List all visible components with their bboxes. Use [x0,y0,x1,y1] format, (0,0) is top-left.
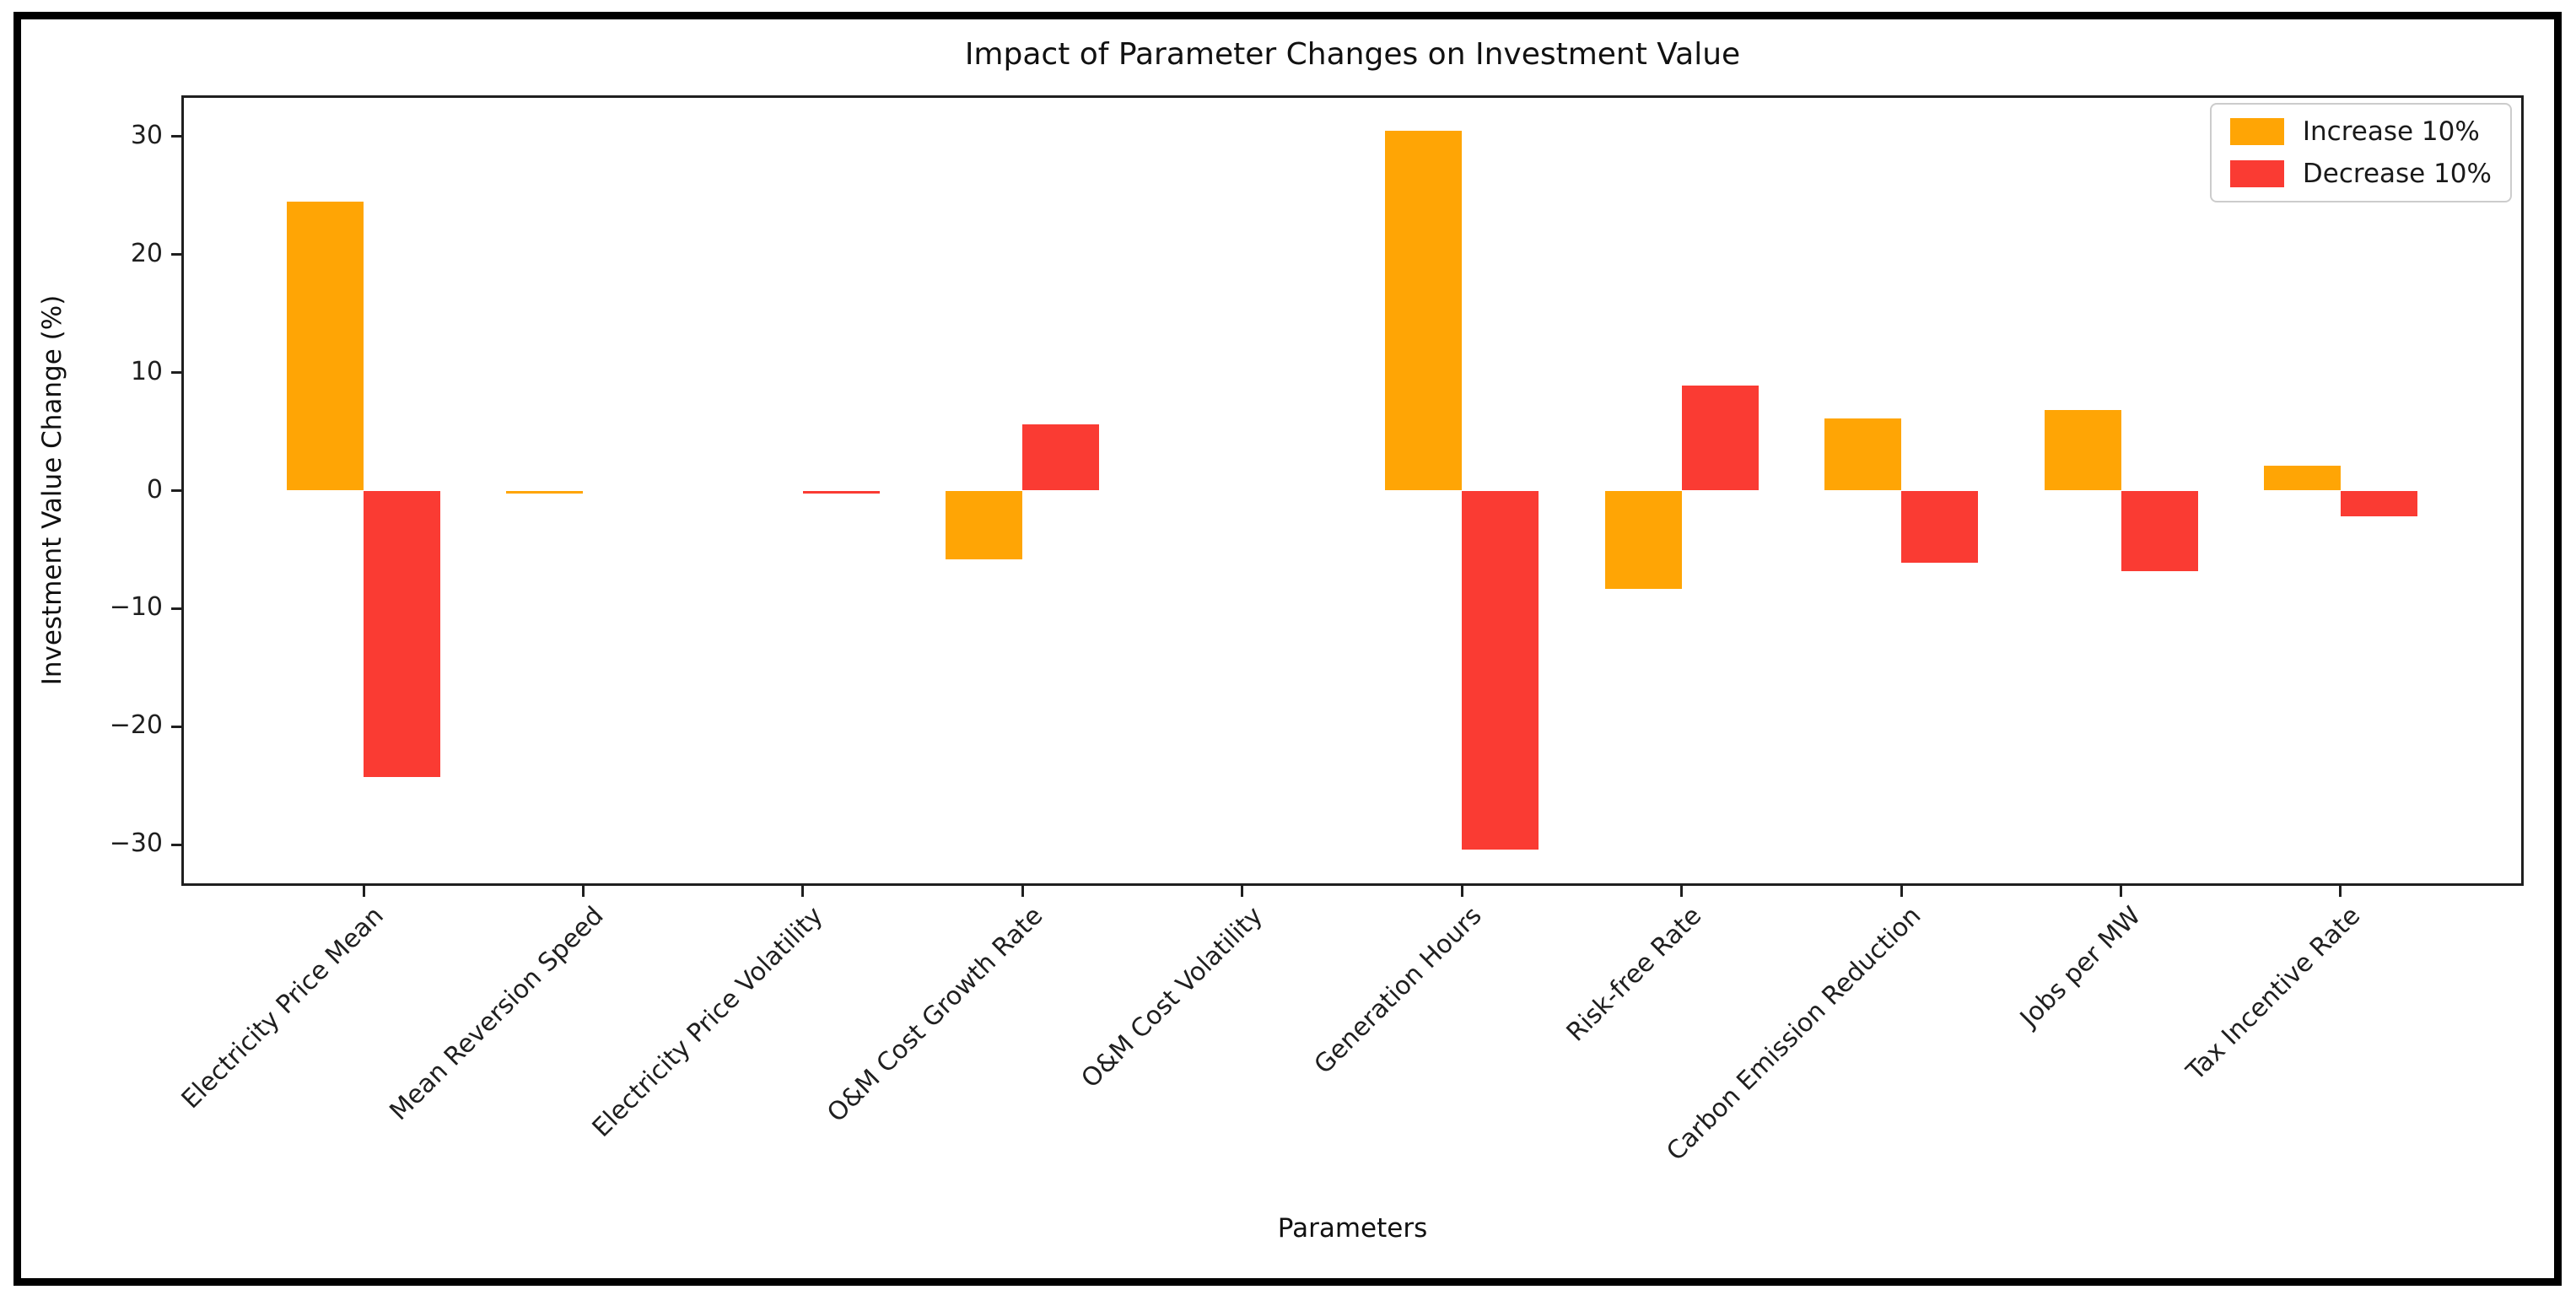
y-tick-label: 10 [130,356,163,386]
y-tick-mark [171,135,181,138]
x-tick-mark [1680,886,1684,897]
bar-increase [506,490,584,494]
bar-decrease [2121,490,2198,571]
y-tick-label: −10 [109,592,163,623]
legend-swatch-increase [2229,118,2284,145]
y-tick-label: 30 [130,120,163,150]
bar-increase [1604,490,1682,589]
bar-decrease [2340,490,2417,517]
x-tick-mark [2120,886,2123,897]
bar-increase [287,201,364,491]
bar-increase [1385,130,1463,491]
y-tick-label: 20 [130,238,163,268]
bar-decrease [1681,386,1759,491]
x-tick-mark [801,886,805,897]
y-tick-label: 0 [146,474,163,505]
bar-increase [2044,410,2121,491]
legend-label-decrease: Decrease 10% [2302,159,2492,189]
y-tick-mark [171,843,181,846]
y-tick-mark [171,725,181,728]
bar-increase [946,490,1023,559]
y-tick-label: −20 [109,710,163,741]
bar-decrease [1462,490,1539,850]
x-tick-mark [1900,886,1903,897]
x-tick-mark [1241,886,1244,897]
bar-decrease [364,490,440,778]
x-axis-label: Parameters [1277,1213,1428,1244]
chart-title: Impact of Parameter Changes on Investmen… [964,37,1741,72]
legend-swatch-decrease [2229,160,2284,187]
x-tick-mark [1021,886,1024,897]
x-tick-mark [581,886,585,897]
legend-item-increase: Increase 10% [2229,116,2492,147]
bar-decrease [1022,424,1100,491]
legend: Increase 10% Decrease 10% [2209,103,2512,202]
bar-increase [1824,418,1902,491]
plot-area [181,95,2524,886]
x-tick-mark [1460,886,1463,897]
y-tick-mark [171,253,181,256]
x-tick-mark [2339,886,2342,897]
y-axis-label: Investment Value Change (%) [37,294,67,686]
x-tick-mark [362,886,365,897]
y-tick-mark [171,489,181,492]
y-tick-label: −30 [109,828,163,859]
bar-increase [2263,466,2341,491]
y-tick-mark [171,371,181,375]
legend-item-decrease: Decrease 10% [2229,159,2492,189]
bar-decrease [802,490,880,494]
bar-decrease [1901,490,1979,563]
legend-label-increase: Increase 10% [2302,116,2480,147]
y-tick-mark [171,607,181,610]
